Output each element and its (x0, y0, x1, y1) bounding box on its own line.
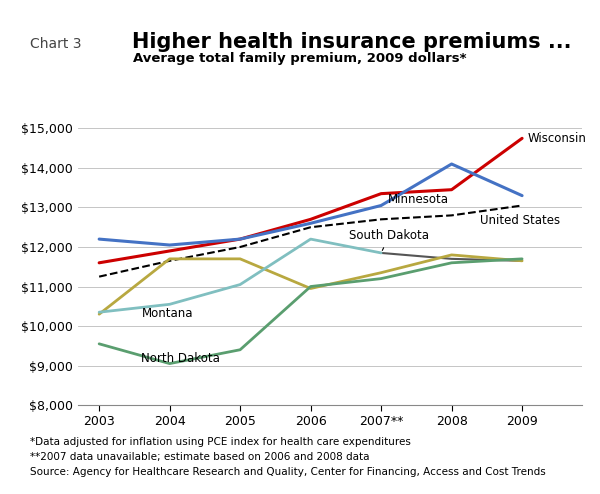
Text: South Dakota: South Dakota (349, 229, 430, 250)
Text: Source: Agency for Healthcare Research and Quality, Center for Financing, Access: Source: Agency for Healthcare Research a… (30, 467, 546, 477)
Text: Chart 3: Chart 3 (30, 37, 82, 51)
Text: North Dakota: North Dakota (142, 352, 220, 365)
Text: United States: United States (480, 214, 560, 227)
Text: **2007 data unavailable; estimate based on 2006 and 2008 data: **2007 data unavailable; estimate based … (30, 452, 370, 462)
Text: Montana: Montana (142, 307, 193, 320)
Text: Wisconsin: Wisconsin (528, 132, 587, 145)
Text: Higher health insurance premiums ...: Higher health insurance premiums ... (132, 32, 571, 52)
Text: Average total family premium, 2009 dollars*: Average total family premium, 2009 dolla… (133, 52, 467, 65)
Text: Minnesota: Minnesota (388, 193, 449, 206)
Text: *Data adjusted for inflation using PCE index for health care expenditures: *Data adjusted for inflation using PCE i… (30, 437, 411, 447)
